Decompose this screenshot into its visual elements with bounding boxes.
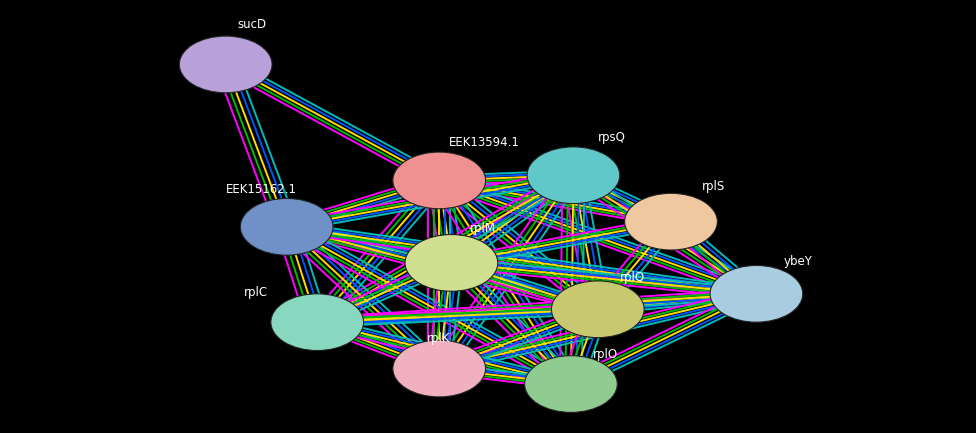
Ellipse shape: [551, 281, 644, 338]
Ellipse shape: [240, 198, 333, 255]
Text: rplC: rplC: [244, 286, 268, 299]
Ellipse shape: [405, 235, 498, 291]
Ellipse shape: [393, 152, 486, 209]
Ellipse shape: [625, 193, 717, 250]
Text: rplQ: rplQ: [620, 271, 645, 284]
Ellipse shape: [180, 36, 272, 93]
Text: EEK15162.1: EEK15162.1: [225, 183, 297, 196]
Ellipse shape: [270, 294, 363, 351]
Text: sucD: sucD: [238, 18, 267, 31]
Text: rpsQ: rpsQ: [598, 131, 626, 144]
Ellipse shape: [527, 147, 620, 204]
Ellipse shape: [525, 355, 618, 412]
Text: rplS: rplS: [702, 180, 725, 193]
Text: rplK: rplK: [427, 333, 451, 346]
Ellipse shape: [711, 265, 802, 322]
Ellipse shape: [393, 340, 486, 397]
Text: rplM: rplM: [469, 222, 496, 235]
Text: EEK13594.1: EEK13594.1: [449, 136, 520, 149]
Text: ybeY: ybeY: [784, 255, 812, 268]
Text: rplO: rplO: [593, 348, 618, 361]
